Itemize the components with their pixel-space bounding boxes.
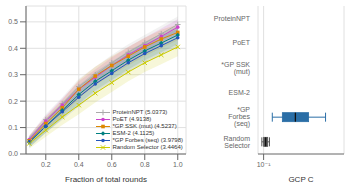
svg-text:*GPForbes(seq): *GPForbes(seq)	[228, 106, 250, 128]
svg-text:0.5: 0.5	[8, 18, 18, 25]
html-text:PoET (4.9138): PoET (4.9138)	[112, 116, 152, 122]
html-text:Random Selector (3.4464): Random Selector (3.4464)	[112, 144, 183, 150]
svg-text:0.8: 0.8	[140, 161, 150, 168]
svg-text:ProteinNPT: ProteinNPT	[214, 15, 251, 22]
html-text:*GP SSK (mut) (4.5237): *GP SSK (mut) (4.5237)	[112, 123, 177, 129]
svg-text:*GP SSK(mut): *GP SSK(mut)	[221, 61, 250, 76]
svg-text:10⁻¹: 10⁻¹	[257, 161, 271, 168]
svg-text:0.6: 0.6	[107, 161, 117, 168]
svg-text:0.1: 0.1	[8, 124, 18, 131]
svg-text:0.0: 0.0	[8, 150, 18, 157]
svg-text:GCP C: GCP C	[288, 175, 313, 182]
svg-text:0.2: 0.2	[8, 98, 18, 105]
svg-text:Fraction of total rounds: Fraction of total rounds	[65, 175, 147, 182]
svg-text:ESM-2: ESM-2	[229, 89, 251, 96]
html-text:ESM-2 (4.1125): ESM-2 (4.1125)	[112, 130, 155, 136]
svg-text:0.4: 0.4	[74, 161, 84, 168]
html-text:*GP Forbes (seq) (3.9798): *GP Forbes (seq) (3.9798)	[112, 137, 183, 143]
svg-text:0.3: 0.3	[8, 71, 18, 78]
svg-text:0.2: 0.2	[41, 161, 51, 168]
svg-text:PoET: PoET	[232, 39, 250, 46]
svg-text:RandomSelector: RandomSelector	[224, 135, 251, 149]
svg-text:0.4: 0.4	[8, 45, 18, 52]
html-text:ProteinNPT (5.0373): ProteinNPT (5.0373)	[112, 109, 168, 115]
svg-text:1.0: 1.0	[173, 161, 183, 168]
